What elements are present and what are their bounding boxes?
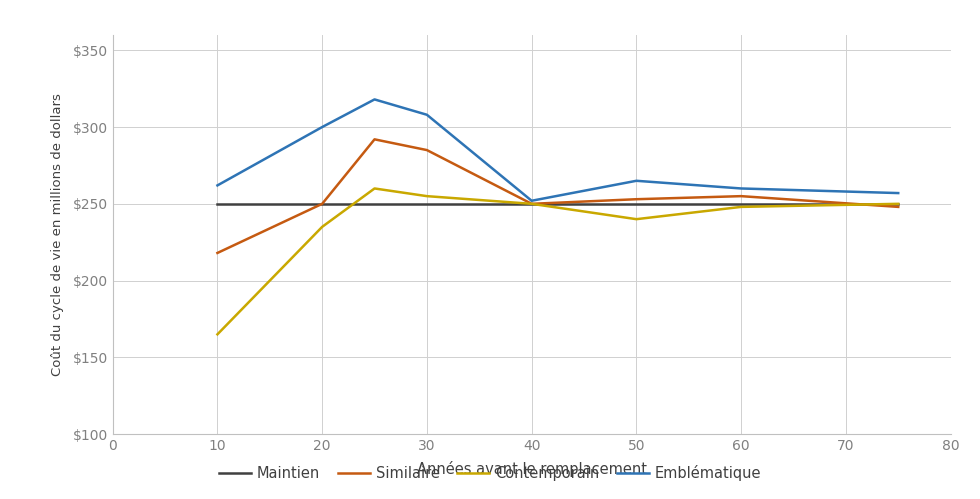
Similaire: [735, 193, 747, 199]
Contemporain: [212, 331, 223, 337]
Emblématique: [317, 124, 328, 130]
Similaire: [421, 147, 433, 153]
Emblématique: [893, 190, 905, 196]
Similaire: [212, 250, 223, 256]
Maintien: [317, 201, 328, 207]
Maintien: [212, 201, 223, 207]
Similaire: [525, 201, 537, 207]
Emblématique: [630, 178, 642, 184]
Similaire: [630, 196, 642, 202]
Emblématique: [212, 183, 223, 189]
Maintien: [630, 201, 642, 207]
Similaire: [317, 201, 328, 207]
Contemporain: [735, 204, 747, 210]
Contemporain: [893, 201, 905, 207]
Maintien: [893, 201, 905, 207]
Emblématique: [525, 198, 537, 204]
Maintien: [368, 201, 380, 207]
X-axis label: Années avant le remplacement: Années avant le remplacement: [416, 461, 647, 478]
Similaire: [368, 136, 380, 142]
Emblématique: [368, 96, 380, 102]
Line: Contemporain: Contemporain: [218, 189, 899, 334]
Maintien: [525, 201, 537, 207]
Line: Emblématique: Emblématique: [218, 99, 899, 201]
Maintien: [421, 201, 433, 207]
Contemporain: [317, 224, 328, 230]
Contemporain: [368, 186, 380, 192]
Y-axis label: Coût du cycle de vie en millions de dollars: Coût du cycle de vie en millions de doll…: [51, 93, 65, 376]
Maintien: [735, 201, 747, 207]
Emblématique: [735, 186, 747, 192]
Line: Similaire: Similaire: [218, 139, 899, 253]
Contemporain: [421, 193, 433, 199]
Legend: Maintien, Similaire, Contemporain, Emblématique: Maintien, Similaire, Contemporain, Emblé…: [213, 459, 767, 487]
Similaire: [893, 204, 905, 210]
Emblématique: [421, 112, 433, 118]
Contemporain: [630, 216, 642, 222]
Contemporain: [525, 201, 537, 207]
